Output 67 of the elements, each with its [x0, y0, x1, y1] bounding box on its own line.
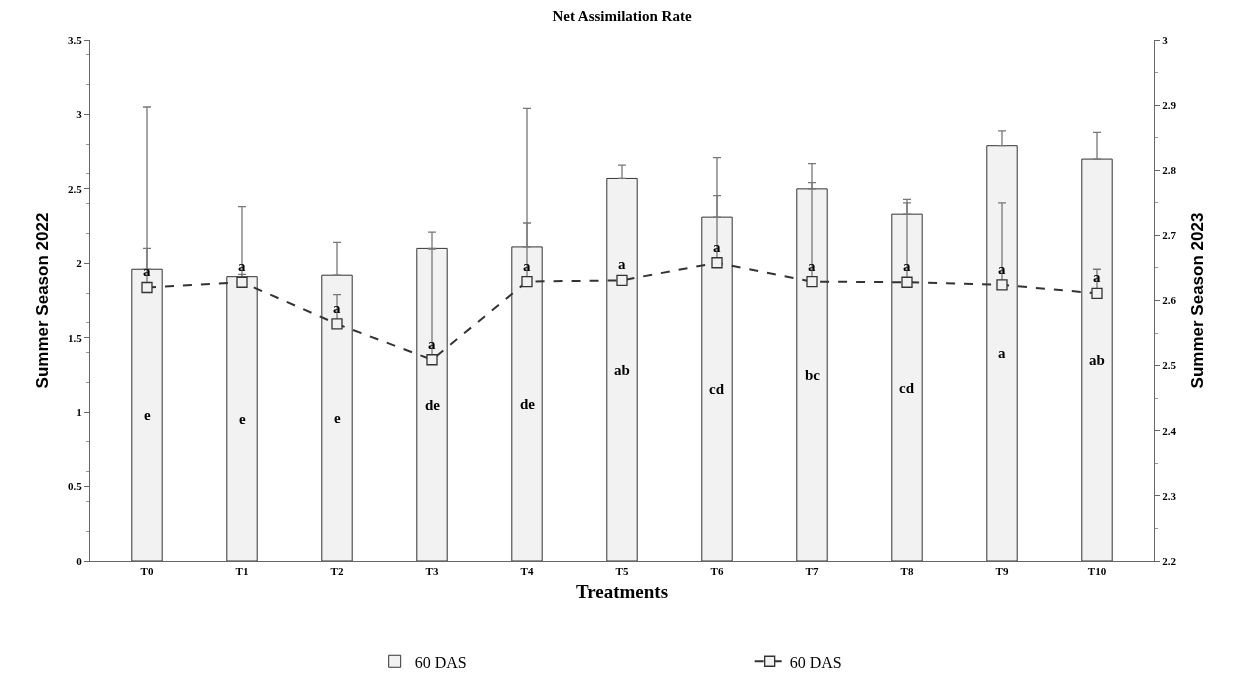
- data-label: a: [238, 258, 246, 274]
- data-label: a: [903, 258, 911, 274]
- x-tick-label: T0: [140, 565, 154, 578]
- y-tick-label: 0.5: [68, 480, 83, 493]
- y2-tick-label: 2.8: [1162, 164, 1177, 177]
- point: [331, 318, 343, 330]
- data-label: a: [143, 263, 151, 279]
- x-tick-label: T10: [1087, 565, 1107, 578]
- point: [711, 257, 723, 269]
- data-label: a: [428, 336, 436, 352]
- x-axis-title: Treatments: [575, 581, 669, 602]
- data-label: a: [713, 239, 721, 255]
- y2-tick-label: 2.9: [1162, 98, 1177, 111]
- data-label: a: [333, 300, 341, 316]
- x-tick-label: T5: [615, 565, 629, 578]
- point: [616, 274, 628, 286]
- y2-tick-label: 2.2: [1162, 554, 1177, 567]
- x-tick-label: T2: [330, 565, 344, 578]
- data-label: cd: [899, 380, 915, 396]
- y2-tick-label: 2.5: [1162, 359, 1177, 372]
- data-label: e: [239, 411, 246, 427]
- point: [141, 281, 153, 294]
- point: [901, 276, 913, 288]
- legend-label: 60 DAS: [414, 653, 467, 671]
- data-label: de: [425, 397, 441, 413]
- point: [521, 275, 533, 288]
- x-tick-label: T6: [710, 565, 724, 578]
- x-tick-label: T7: [805, 565, 819, 578]
- data-label: a: [998, 345, 1006, 361]
- y-tick-label: 2.5: [68, 182, 83, 195]
- data-label: e: [334, 410, 341, 426]
- point: [236, 276, 248, 288]
- y-axis-title: Summer Season 2022: [32, 212, 52, 389]
- data-label: bc: [805, 367, 821, 383]
- y-tick-label: 1.5: [68, 331, 83, 344]
- point: [996, 279, 1008, 291]
- x-tick-label: T8: [900, 565, 914, 578]
- point: [1091, 287, 1103, 299]
- data-label: ab: [614, 362, 630, 378]
- data-label: ab: [1089, 352, 1105, 368]
- y2-axis-title: Summer Season 2023: [1187, 212, 1207, 389]
- y-tick-label: 1: [76, 405, 82, 418]
- data-label: a: [523, 258, 531, 274]
- y-tick-label: 2: [76, 257, 83, 270]
- data-label: de: [520, 396, 536, 412]
- data-label: e: [144, 407, 151, 423]
- y2-tick-label: 2.7: [1162, 229, 1177, 242]
- x-tick-label: T1: [235, 565, 249, 578]
- point: [806, 275, 818, 288]
- y2-tick-label: 3: [1162, 33, 1169, 46]
- data-label: a: [998, 261, 1006, 277]
- y2-tick-label: 2.4: [1162, 424, 1177, 437]
- data-label: a: [808, 258, 816, 274]
- data-label: a: [618, 256, 626, 272]
- y-tick-label: 0: [76, 554, 83, 567]
- data-label: cd: [709, 381, 725, 397]
- point: [426, 354, 438, 366]
- x-tick-label: T3: [425, 565, 439, 578]
- data-label: a: [1093, 269, 1101, 285]
- y-tick-label: 3: [76, 108, 83, 121]
- x-tick-label: T9: [995, 565, 1009, 578]
- y-tick-label: 3.5: [68, 33, 83, 46]
- legend-label: 60 DAS: [789, 653, 842, 671]
- x-tick-label: T4: [520, 565, 534, 578]
- y2-tick-label: 2.6: [1162, 294, 1177, 307]
- y2-tick-label: 2.3: [1162, 489, 1177, 502]
- chart-title: Net Assimilation Rate: [552, 7, 692, 24]
